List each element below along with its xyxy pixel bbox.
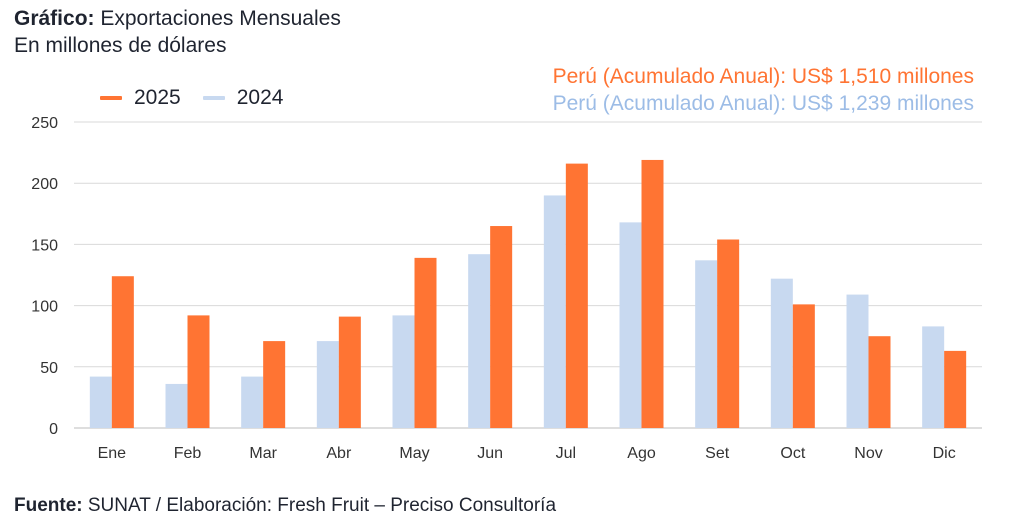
- x-tick-label: Ene: [98, 445, 127, 462]
- bar-2024-set: [695, 260, 718, 428]
- bar-2025-jun: [490, 226, 513, 428]
- chart-subtitle: En millones de dólares: [14, 34, 227, 57]
- bar-2025-set: [717, 239, 740, 428]
- bar-2024-mar: [241, 376, 264, 428]
- bar-2025-jul: [565, 163, 588, 428]
- title-label: Gráfico:: [14, 7, 95, 30]
- x-tick-label: Nov: [854, 445, 882, 462]
- x-tick-label: Abr: [326, 445, 352, 462]
- bar-2024-jul: [543, 195, 566, 428]
- x-tick-label: Feb: [174, 445, 202, 462]
- bar-2024-abr: [316, 341, 339, 428]
- x-tick-label: Oct: [780, 445, 805, 462]
- bar-2025-feb: [187, 315, 210, 428]
- bar-2024-dic: [922, 326, 945, 428]
- cumulative-2025-annotation: Perú (Acumulado Anual): US$ 1,510 millon…: [552, 65, 974, 88]
- x-tick-label: Dic: [933, 445, 956, 462]
- title-text: Exportaciones Mensuales: [94, 7, 341, 30]
- bar-2025-dic: [944, 350, 967, 428]
- legend-swatch-2025: [100, 96, 122, 100]
- bar-2024-ene: [89, 376, 112, 428]
- source-text: SUNAT / Elaboración: Fresh Fruit – Preci…: [82, 495, 557, 516]
- bar-2024-feb: [165, 383, 188, 428]
- x-tick-label: Jun: [477, 445, 503, 462]
- legend-item-2024: 2024: [202, 86, 284, 110]
- x-tick-label: Mar: [249, 445, 277, 462]
- legend-label-2025: 2025: [134, 86, 181, 109]
- bar-2024-ago: [619, 222, 642, 428]
- cumulative-2024-annotation: Perú (Acumulado Anual): US$ 1,239 millon…: [552, 92, 974, 115]
- y-tick-label: 200: [31, 176, 58, 193]
- bar-2025-may: [414, 257, 437, 428]
- y-tick-label: 250: [31, 115, 58, 132]
- source-label: Fuente:: [14, 495, 83, 516]
- x-tick-label: Jul: [556, 445, 576, 462]
- legend: 2025 2024: [100, 86, 305, 110]
- x-tick-label: Set: [705, 445, 730, 462]
- y-tick-label: 150: [31, 237, 58, 254]
- legend-item-2025: 2025: [100, 86, 181, 110]
- bar-2025-ago: [641, 159, 664, 428]
- bar-2024-nov: [846, 294, 869, 428]
- bar-2024-may: [392, 315, 415, 428]
- legend-label-2024: 2024: [236, 86, 284, 109]
- y-tick-label: 100: [31, 299, 58, 316]
- x-tick-label: May: [399, 445, 429, 462]
- y-tick-label: 0: [49, 421, 58, 438]
- bar-2025-ene: [111, 276, 134, 428]
- source-note: Fuente: SUNAT / Elaboración: Fresh Fruit…: [14, 494, 556, 518]
- x-tick-label: Ago: [627, 445, 656, 462]
- y-tick-label: 50: [40, 360, 58, 377]
- bar-2024-jun: [468, 254, 491, 428]
- bar-2025-oct: [792, 304, 815, 428]
- bar-2025-mar: [263, 341, 286, 428]
- bar-2024-oct: [770, 278, 793, 428]
- legend-swatch-2024: [202, 96, 225, 100]
- bar-2025-nov: [868, 336, 891, 428]
- bar-2025-abr: [338, 316, 361, 428]
- chart-title: Gráfico: Exportaciones Mensuales: [14, 6, 341, 32]
